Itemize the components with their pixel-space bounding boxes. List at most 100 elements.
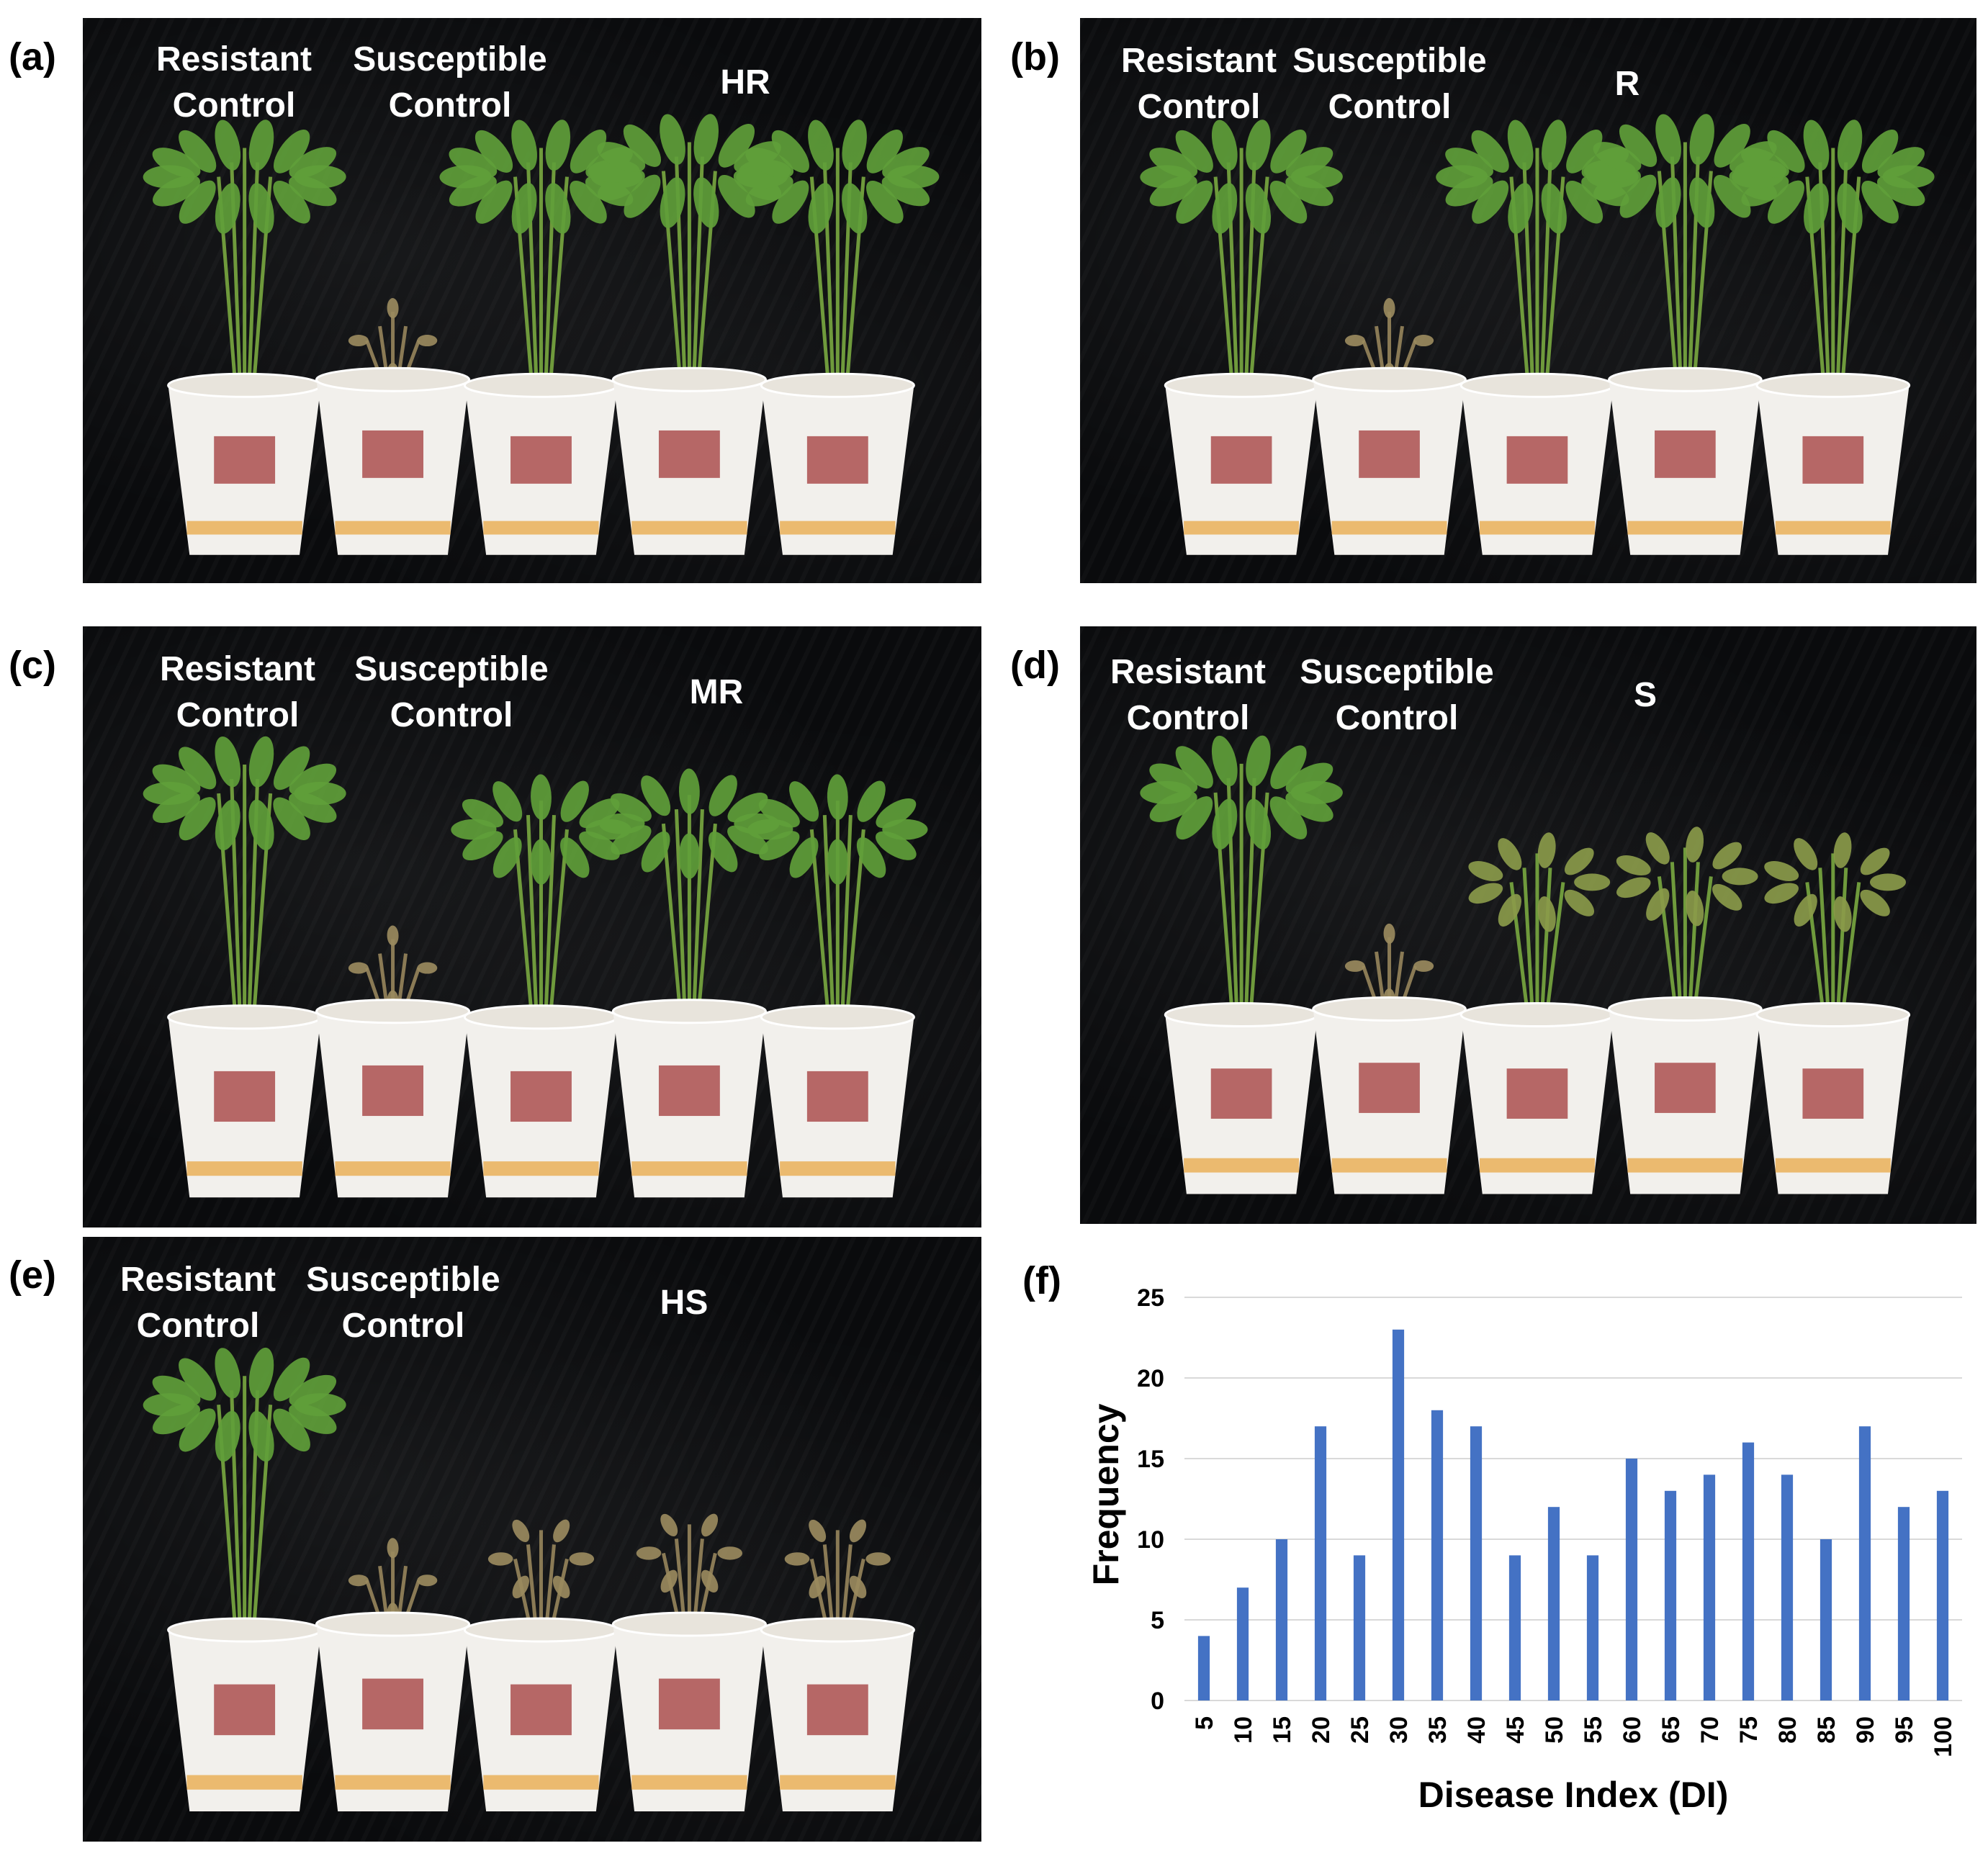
susceptible-control-plant: [315, 1538, 471, 1811]
resistant-control-caption: Resistant Control: [156, 40, 312, 125]
bar-25: [1353, 1555, 1366, 1700]
bar-45: [1508, 1555, 1521, 1700]
y-tick-label: 10: [1137, 1526, 1164, 1554]
susceptible-control-plant: [315, 298, 471, 555]
panel-label-b: (b): [1010, 35, 1060, 78]
susceptible-control-caption: Susceptible Control: [1300, 653, 1494, 737]
panel-label-f: (f): [1022, 1259, 1061, 1302]
x-tick-label: 30: [1385, 1716, 1413, 1744]
test-plant: [1608, 826, 1763, 1194]
y-tick-label: 20: [1137, 1365, 1164, 1392]
photo-panel-a: Resistant Control Susceptible Control HR: [83, 18, 981, 583]
bar-65: [1664, 1490, 1677, 1700]
resistance-class-caption: R: [1614, 65, 1640, 103]
plants-in-cups-photo: [1140, 114, 1935, 555]
resistant-control-plant: [1140, 735, 1343, 1194]
test-plant: [736, 120, 940, 555]
susceptible-control-caption: Susceptible Control: [306, 1261, 500, 1345]
x-tick-label: 80: [1774, 1716, 1802, 1744]
resistance-class-caption: S: [1633, 676, 1658, 714]
y-tick-label: 5: [1151, 1607, 1164, 1634]
bar-100: [1936, 1490, 1949, 1700]
bar-90: [1858, 1426, 1871, 1700]
resistant-control-plant: [1140, 120, 1343, 555]
resistant-control-plant: [143, 736, 346, 1198]
bar-70: [1703, 1474, 1716, 1700]
bar-80: [1781, 1474, 1794, 1700]
x-axis-tick-labels: 5 10 15 20 25 30 35 40 45 50 55 60 65 70 75 80 85 90 95 100: [1191, 1716, 1957, 1757]
y-tick-label: 15: [1137, 1446, 1164, 1473]
resistant-control-caption: Resistant Control: [159, 650, 316, 734]
resistance-class-caption: HR: [720, 63, 770, 102]
test-plant: [1732, 120, 1935, 555]
bar-10: [1236, 1587, 1249, 1700]
bar-5: [1197, 1636, 1210, 1700]
x-tick-label: 70: [1696, 1716, 1724, 1744]
bar-95: [1897, 1507, 1910, 1700]
photo-panel-e: Resistant Control Susceptible Control HS: [83, 1237, 981, 1842]
test-plant: [463, 1519, 619, 1811]
resistant-control-caption: Resistant Control: [1110, 653, 1267, 737]
bar-40: [1470, 1426, 1483, 1700]
susceptible-control-plant: [1312, 298, 1467, 555]
plants-in-cups-photo: [143, 736, 928, 1198]
photo-panel-d: Resistant Control Susceptible Control S: [1080, 626, 1976, 1224]
x-tick-label: 100: [1930, 1716, 1957, 1757]
resistant-control-caption: Resistant Control: [1120, 42, 1277, 126]
plants-in-cups-photo: [143, 1347, 915, 1811]
x-tick-label: 10: [1230, 1716, 1257, 1744]
bar-85: [1820, 1539, 1832, 1700]
x-tick-label: 90: [1852, 1716, 1879, 1744]
x-tick-label: 15: [1269, 1716, 1296, 1744]
test-plant: [760, 1519, 915, 1811]
x-tick-label: 85: [1813, 1716, 1840, 1744]
y-tick-label: 25: [1137, 1284, 1164, 1312]
x-tick-label: 50: [1541, 1716, 1568, 1744]
x-tick-label: 55: [1580, 1716, 1607, 1744]
susceptible-control-plant: [315, 925, 471, 1198]
y-axis-title: Frequency: [1086, 1403, 1126, 1585]
x-axis-title: Disease Index (DI): [1418, 1775, 1729, 1815]
bar-75: [1742, 1442, 1755, 1700]
bar-20: [1314, 1426, 1327, 1700]
x-tick-label: 75: [1735, 1716, 1763, 1744]
panel-label-e: (e): [9, 1253, 56, 1297]
bar-55: [1586, 1555, 1599, 1700]
x-tick-label: 35: [1424, 1716, 1452, 1744]
bar-15: [1275, 1539, 1288, 1700]
disease-index-histogram: 0 5 10 15 20 25 5 10 15 20 25 30 35 40 45 50 55 60 65 70 75…: [1086, 1284, 1962, 1815]
test-plant: [1755, 832, 1911, 1194]
resistance-class-caption: MR: [689, 673, 744, 711]
chart-gridlines: [1184, 1297, 1962, 1701]
y-tick-label: 0: [1151, 1688, 1164, 1715]
plants-in-cups-photo: [143, 114, 940, 555]
photo-panel-b: Resistant Control Susceptible Control R: [1080, 18, 1976, 583]
test-plant: [1583, 114, 1787, 555]
resistant-control-plant: [143, 120, 346, 555]
panel-label-d: (d): [1010, 644, 1060, 687]
test-plant: [1436, 120, 1639, 555]
susceptible-control-caption: Susceptible Control: [354, 650, 549, 734]
x-tick-label: 65: [1658, 1716, 1685, 1744]
test-plant: [747, 774, 928, 1198]
chart-bars: [1197, 1329, 1949, 1700]
x-tick-label: 5: [1191, 1716, 1218, 1730]
susceptible-control-plant: [1312, 923, 1467, 1194]
bar-50: [1547, 1507, 1560, 1700]
panel-label-a: (a): [9, 35, 56, 78]
test-plant: [588, 114, 791, 555]
x-tick-label: 40: [1463, 1716, 1490, 1744]
plants-in-cups-photo: [1140, 735, 1911, 1194]
x-tick-label: 45: [1502, 1716, 1529, 1744]
photo-panel-c: Resistant Control Susceptible Control MR: [83, 626, 981, 1227]
panel-label-c: (c): [9, 644, 56, 687]
y-axis-tick-labels: 0 5 10 15 20 25: [1137, 1284, 1164, 1715]
bar-35: [1431, 1410, 1444, 1700]
susceptible-control-caption: Susceptible Control: [1292, 42, 1487, 126]
x-tick-label: 25: [1346, 1716, 1374, 1744]
x-tick-label: 95: [1891, 1716, 1918, 1744]
bar-30: [1392, 1329, 1405, 1700]
resistant-control-plant: [143, 1347, 346, 1811]
test-plant: [599, 768, 780, 1198]
test-plant: [451, 774, 631, 1198]
